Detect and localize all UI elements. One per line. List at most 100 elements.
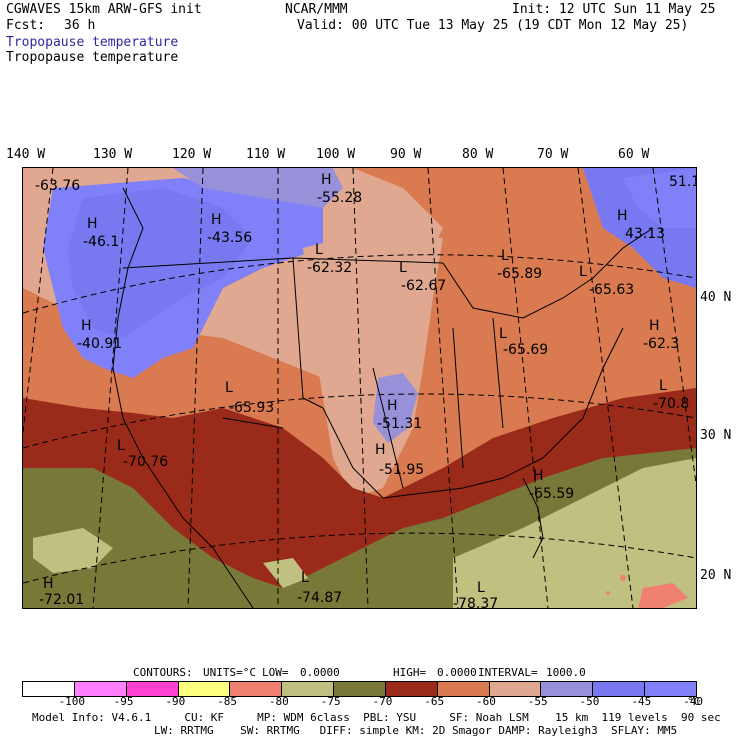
map-label-letter: L	[499, 326, 507, 342]
init-time: Init: 12 UTC Sun 11 May 25	[512, 2, 716, 17]
map-label-value: -65.59	[529, 486, 574, 502]
color-legend-swatch	[593, 682, 646, 696]
map-label-value: -70.8	[653, 396, 689, 412]
map-label-value: -62.67	[401, 278, 446, 294]
forecast-label: Fcst:	[6, 18, 46, 33]
contours-low-value: 0.0000	[300, 666, 340, 679]
map-label-letter: H	[211, 212, 222, 228]
contours-high-label: HIGH=	[393, 666, 427, 679]
lat-label-20n: 20 N	[700, 568, 732, 583]
map-label-value: -72.01	[39, 592, 84, 608]
map-label-letter: L	[315, 242, 323, 258]
color-legend-tick-label: -90	[165, 695, 186, 708]
map-label-letter: H	[81, 318, 92, 334]
map-label-value: -65.63	[589, 282, 634, 298]
color-legend-tick-label: -75	[320, 695, 341, 708]
color-legend-tick-label: -85	[217, 695, 238, 708]
lat-label-40n: 40 N	[700, 290, 732, 305]
lon-label-80w: 80 W	[462, 147, 494, 162]
field-title-primary: Tropopause temperature	[6, 35, 179, 50]
color-legend-swatch	[23, 682, 75, 696]
physics-info-line: LW: RRTMG SW: RRTMG DIFF: simple KM: 2D …	[154, 724, 678, 737]
map-label-letter: H	[321, 172, 332, 188]
map-label-value: -51.31	[377, 416, 422, 432]
color-legend-swatch	[541, 682, 594, 696]
lat-label-30n: 30 N	[700, 428, 732, 443]
map-label-value: -65.69	[503, 342, 548, 358]
model-title: CGWAVES 15km ARW-GFS init	[6, 2, 202, 17]
map-label-value: -40.91	[77, 336, 122, 352]
map-label-value: -62.32	[307, 260, 352, 276]
lon-label-140w: 140 W	[6, 147, 46, 162]
map-panel: -63.76 H -55.28 51.1 H -46.1 H -43.56 H …	[22, 167, 697, 609]
map-label-letter: H	[43, 576, 54, 592]
contours-units: UNITS=°C	[203, 666, 256, 679]
lon-label-120w: 120 W	[172, 147, 212, 162]
map-label-value: -46.1	[83, 234, 119, 250]
color-legend-bar	[22, 681, 697, 697]
color-legend-swatch	[437, 682, 490, 696]
color-legend-tick-label: -80	[268, 695, 289, 708]
map-label-letter: L	[659, 378, 667, 394]
map-label-value: -70.76	[123, 454, 168, 470]
color-legend-swatch	[74, 682, 127, 696]
color-legend-swatch	[230, 682, 283, 696]
tropopause-temperature-map: -63.76 H -55.28 51.1 H -46.1 H -43.56 H …	[23, 168, 696, 608]
map-label-letter: L	[477, 580, 485, 596]
color-legend-tick-label: -100	[58, 695, 86, 708]
color-legend-swatch	[126, 682, 179, 696]
lon-label-130w: 130 W	[93, 147, 133, 162]
valid-time: Valid: 00 UTC Tue 13 May 25 (19 CDT Mon …	[297, 18, 689, 33]
map-label-value: -65.89	[497, 266, 542, 282]
color-legend-tick-label: -55	[527, 695, 548, 708]
contours-low-label: LOW=	[262, 666, 289, 679]
map-label-value: -62.3	[643, 336, 679, 352]
map-label-value: 43.13	[625, 226, 665, 242]
field-title-secondary: Tropopause temperature	[6, 50, 179, 65]
map-label-letter: H	[617, 208, 628, 224]
map-label-value: -65.93	[229, 400, 274, 416]
map-label-value: 51.1	[669, 174, 696, 190]
map-label-value: -51.95	[379, 462, 424, 478]
map-label-letter: L	[117, 438, 125, 454]
map-label-letter: H	[87, 216, 98, 232]
contours-interval-label: INTERVAL=	[478, 666, 538, 679]
color-legend-tick-label: -50	[579, 695, 600, 708]
forecast-hour: 36 h	[64, 18, 96, 33]
map-label-value: -43.56	[207, 230, 252, 246]
color-legend-swatch	[282, 682, 335, 696]
map-label-value: -78.37	[453, 596, 498, 608]
color-legend-tick-label: -70	[372, 695, 393, 708]
lon-label-60w: 60 W	[618, 147, 650, 162]
map-label-letter: H	[649, 318, 660, 334]
color-legend-tick-label: -40	[683, 695, 703, 708]
contours-interval-value: 1000.0	[546, 666, 586, 679]
color-legend-swatch	[645, 682, 696, 696]
color-legend-tick-label: -65	[424, 695, 445, 708]
map-label-letter: H	[375, 442, 386, 458]
color-legend-swatch	[385, 682, 438, 696]
model-info-line: Model Info: V4.6.1 CU: KF MP: WDM 6class…	[32, 711, 721, 724]
map-label-letter: L	[225, 380, 233, 396]
color-legend-tick-label: -95	[113, 695, 134, 708]
map-label-value: -55.28	[317, 190, 362, 206]
map-label-letter: H	[387, 398, 398, 414]
map-label-letter: L	[501, 248, 509, 264]
contours-label: CONTOURS:	[133, 666, 193, 679]
map-label-letter: L	[579, 264, 587, 280]
color-legend-tick-label: -45	[631, 695, 652, 708]
color-legend-swatch	[334, 682, 386, 696]
map-label-letter: L	[399, 260, 407, 276]
map-label-letter: H	[533, 468, 544, 484]
map-label-value: -74.87	[297, 590, 342, 606]
color-legend-unit: °C	[687, 695, 701, 708]
lon-label-110w: 110 W	[246, 147, 286, 162]
lon-label-70w: 70 W	[537, 147, 569, 162]
color-legend-tick-label: -60	[476, 695, 496, 708]
map-label-letter: L	[301, 570, 309, 586]
contours-high-value: 0.0000	[437, 666, 477, 679]
lon-label-90w: 90 W	[390, 147, 422, 162]
color-legend-swatch	[489, 682, 542, 696]
color-legend-swatch	[178, 682, 231, 696]
map-label-value: -63.76	[35, 178, 80, 194]
